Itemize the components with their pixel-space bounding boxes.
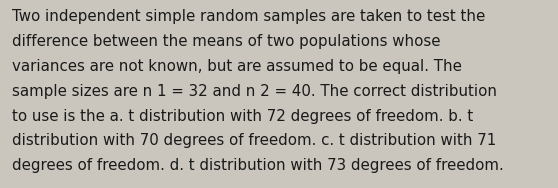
Text: Two independent simple random samples are taken to test the: Two independent simple random samples ar…: [12, 9, 485, 24]
Text: distribution with 70 degrees of freedom. c. t distribution with 71: distribution with 70 degrees of freedom.…: [12, 133, 497, 149]
Text: variances are not known, but are assumed to be equal. The: variances are not known, but are assumed…: [12, 59, 462, 74]
Text: difference between the means of two populations whose: difference between the means of two popu…: [12, 34, 441, 49]
Text: to use is the a. t distribution with 72 degrees of freedom. b. t: to use is the a. t distribution with 72 …: [12, 109, 474, 124]
Text: sample sizes are n 1 = 32 and n 2 = 40. The correct distribution: sample sizes are n 1 = 32 and n 2 = 40. …: [12, 84, 497, 99]
Text: degrees of freedom. d. t distribution with 73 degrees of freedom.: degrees of freedom. d. t distribution wi…: [12, 158, 504, 173]
